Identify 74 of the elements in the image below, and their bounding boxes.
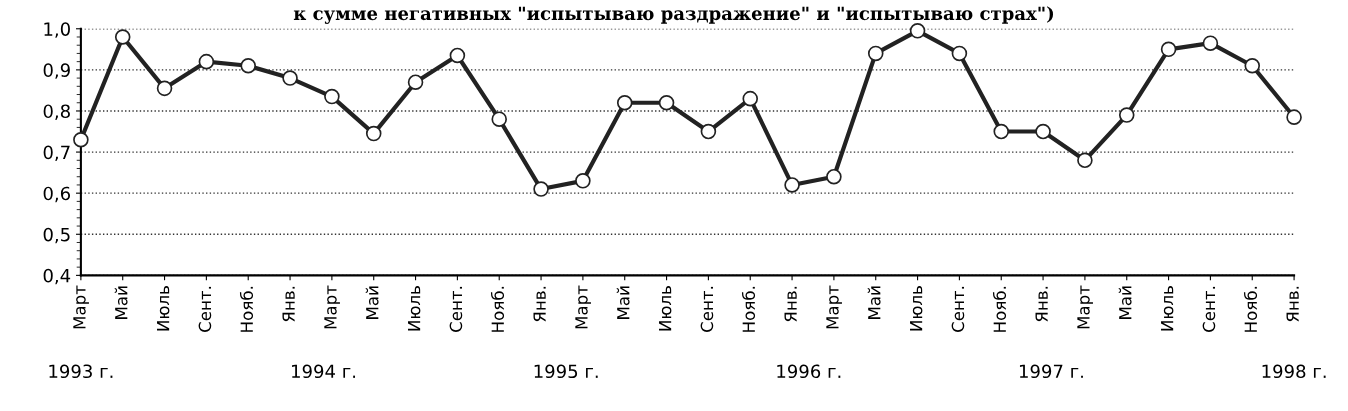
x-tick-label: Нояб. bbox=[992, 286, 1007, 332]
point bbox=[951, 45, 968, 62]
point bbox=[491, 111, 508, 127]
x-tick-label: Нояб. bbox=[741, 286, 756, 332]
y-tick-label: 0,6 bbox=[43, 186, 71, 203]
x-tick-label: Янв. bbox=[784, 286, 797, 322]
x-tick-label: Май bbox=[867, 286, 881, 319]
x-tick-label: Июль bbox=[408, 286, 421, 331]
point bbox=[784, 177, 800, 193]
x-tick-label: Май bbox=[616, 286, 630, 319]
point bbox=[993, 123, 1010, 140]
point bbox=[73, 131, 89, 148]
point bbox=[1118, 107, 1135, 123]
x-tick-label: Сент. bbox=[449, 286, 463, 332]
y-tick-label: 0,9 bbox=[43, 63, 70, 79]
x-tick-label: Март bbox=[575, 285, 591, 329]
y-tick-label: 0,8 bbox=[43, 104, 70, 120]
x-tick-label: Сент. bbox=[951, 286, 965, 332]
x-tick-label: Март bbox=[1077, 285, 1093, 329]
point bbox=[742, 90, 759, 107]
x-tick-label: Янв. bbox=[282, 286, 295, 322]
y-tick-label: 1,0 bbox=[44, 22, 70, 38]
x-tick-label: Июль bbox=[659, 286, 672, 331]
x-tick-label: Июль bbox=[910, 286, 923, 331]
point bbox=[407, 74, 424, 90]
x-tick-label: Сент. bbox=[700, 286, 714, 332]
text: 1997 г. bbox=[1019, 364, 1083, 379]
x-tick-label: Сент. bbox=[198, 286, 212, 332]
point bbox=[867, 45, 884, 62]
point bbox=[198, 53, 215, 70]
point bbox=[324, 88, 340, 105]
x-tick-label: Нояб. bbox=[239, 286, 254, 332]
point bbox=[1202, 35, 1219, 51]
point bbox=[1286, 109, 1302, 125]
point bbox=[700, 123, 717, 140]
point bbox=[240, 57, 256, 74]
point bbox=[1077, 152, 1093, 169]
x-tick-label: Май bbox=[1118, 286, 1132, 319]
point bbox=[365, 125, 382, 142]
point bbox=[282, 70, 298, 86]
point bbox=[1160, 41, 1177, 58]
x-tick-label: Июль bbox=[1161, 286, 1174, 331]
x-tick-label: Май bbox=[365, 286, 379, 319]
point bbox=[156, 80, 173, 97]
point bbox=[114, 29, 131, 45]
point bbox=[1244, 57, 1261, 74]
y-tick-label: 0,5 bbox=[43, 227, 70, 244]
text: 1995 г. bbox=[534, 364, 598, 379]
text: 1994 г. bbox=[292, 364, 356, 379]
point bbox=[1035, 123, 1051, 140]
chart-title: к сумме негативных "испытываю раздражение" и "испытываю страх") bbox=[293, 6, 1054, 24]
y-tick-label: 0,7 bbox=[43, 145, 70, 162]
x-tick-label: Нояб. bbox=[1243, 286, 1258, 332]
text: 1996 г. bbox=[777, 364, 841, 379]
text: 1998 г. bbox=[1262, 364, 1326, 379]
x-tick-label: Март bbox=[324, 285, 340, 329]
x-tick-label: Янв. bbox=[1035, 286, 1048, 322]
x-tick-label: Март bbox=[73, 285, 89, 329]
point bbox=[658, 94, 675, 111]
x-tick-label: Нояб. bbox=[490, 286, 505, 332]
x-tick-label: Март bbox=[826, 285, 842, 329]
point bbox=[533, 181, 549, 197]
point bbox=[575, 173, 591, 189]
x-tick-label: Май bbox=[114, 286, 128, 319]
x-tick-label: Сент. bbox=[1202, 286, 1216, 332]
x-tick-label: Янв. bbox=[533, 286, 546, 322]
x-tick-label: Янв. bbox=[1286, 286, 1299, 322]
point bbox=[909, 23, 926, 39]
point bbox=[616, 94, 633, 111]
point bbox=[449, 47, 466, 64]
x-tick-label: Июль bbox=[157, 286, 170, 331]
point bbox=[826, 168, 842, 185]
text: 1993 г. bbox=[49, 364, 113, 379]
y-tick-label: 0,4 bbox=[43, 268, 71, 285]
